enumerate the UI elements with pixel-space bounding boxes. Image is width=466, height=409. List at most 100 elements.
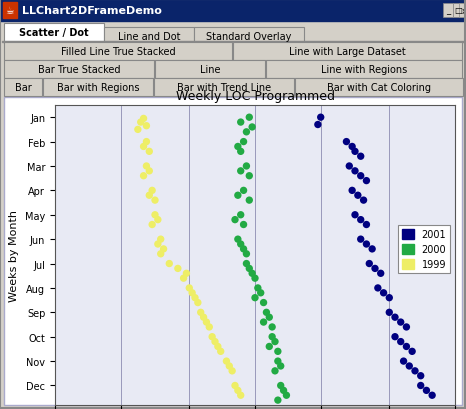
Point bbox=[400, 358, 407, 364]
Point bbox=[254, 285, 261, 292]
Point bbox=[137, 119, 144, 126]
Point bbox=[248, 124, 256, 131]
Point bbox=[317, 115, 324, 121]
Point bbox=[314, 122, 322, 128]
Point bbox=[371, 265, 379, 272]
Point bbox=[203, 319, 210, 326]
Point bbox=[151, 212, 159, 218]
Point bbox=[266, 343, 273, 350]
Point bbox=[349, 144, 356, 151]
Point bbox=[417, 382, 425, 389]
Point bbox=[206, 324, 213, 330]
Point bbox=[145, 168, 153, 175]
Point bbox=[154, 241, 162, 248]
Point bbox=[246, 115, 253, 121]
Bar bbox=[4, 61, 154, 79]
Point bbox=[417, 373, 425, 379]
Point bbox=[165, 261, 173, 267]
Point bbox=[251, 275, 259, 282]
Text: Line and Dot: Line and Dot bbox=[118, 32, 180, 42]
Text: Bar with Regions: Bar with Regions bbox=[57, 83, 139, 93]
Point bbox=[349, 188, 356, 194]
Bar bbox=[4, 79, 42, 97]
Point bbox=[343, 139, 350, 146]
Point bbox=[260, 319, 267, 326]
Title: Weekly LOC Programmed: Weekly LOC Programmed bbox=[176, 90, 335, 103]
Point bbox=[140, 116, 147, 122]
Point bbox=[217, 348, 225, 355]
Point bbox=[185, 285, 193, 292]
Point bbox=[191, 294, 199, 301]
Point bbox=[346, 163, 353, 170]
Bar bbox=[3, 3, 17, 19]
Text: Bar with Trend Line: Bar with Trend Line bbox=[177, 83, 271, 93]
Point bbox=[246, 173, 253, 180]
Point bbox=[274, 348, 281, 355]
Text: _: _ bbox=[446, 7, 450, 16]
Point bbox=[237, 149, 245, 155]
Point bbox=[277, 363, 284, 369]
Point bbox=[351, 212, 359, 218]
Point bbox=[268, 334, 276, 340]
Point bbox=[237, 212, 245, 218]
Bar bbox=[266, 61, 462, 79]
Point bbox=[237, 168, 245, 175]
Bar bbox=[155, 61, 265, 79]
Point bbox=[157, 251, 164, 257]
Point bbox=[271, 339, 279, 345]
Text: Line with Large Dataset: Line with Large Dataset bbox=[289, 47, 406, 57]
Point bbox=[211, 339, 219, 345]
Bar bbox=[453, 4, 463, 18]
Point bbox=[357, 236, 364, 243]
Point bbox=[251, 294, 259, 301]
Point bbox=[357, 217, 364, 223]
Point bbox=[197, 309, 205, 316]
Point bbox=[194, 299, 202, 306]
Point bbox=[243, 261, 250, 267]
Point bbox=[145, 193, 153, 199]
Point bbox=[403, 343, 410, 350]
Point bbox=[403, 324, 410, 330]
Legend: 2001, 2000, 1999: 2001, 2000, 1999 bbox=[398, 225, 450, 274]
Point bbox=[360, 198, 367, 204]
Point bbox=[237, 241, 245, 248]
Point bbox=[231, 217, 239, 223]
Bar bbox=[4, 98, 462, 405]
Text: Line with Regions: Line with Regions bbox=[321, 65, 407, 75]
Point bbox=[223, 358, 230, 364]
Point bbox=[240, 139, 247, 146]
Bar bbox=[233, 43, 462, 61]
Point bbox=[243, 129, 250, 136]
Point bbox=[357, 173, 364, 180]
Point bbox=[188, 290, 196, 297]
Point bbox=[274, 397, 281, 403]
Bar bbox=[459, 4, 466, 18]
Text: Standard Overlay: Standard Overlay bbox=[206, 32, 292, 42]
Point bbox=[405, 363, 413, 369]
Point bbox=[365, 261, 373, 267]
Point bbox=[180, 275, 187, 282]
Point bbox=[200, 314, 207, 321]
Bar bbox=[194, 28, 304, 46]
Point bbox=[411, 368, 419, 374]
Point bbox=[134, 127, 142, 133]
Point bbox=[408, 348, 416, 355]
Point bbox=[140, 144, 147, 151]
Text: Bar with Cat Coloring: Bar with Cat Coloring bbox=[327, 83, 431, 93]
Point bbox=[246, 198, 253, 204]
Point bbox=[145, 149, 153, 155]
Point bbox=[266, 314, 273, 321]
Point bbox=[243, 163, 250, 170]
Point bbox=[280, 387, 288, 394]
Point bbox=[274, 358, 281, 364]
Text: x: x bbox=[461, 7, 466, 16]
Point bbox=[143, 163, 150, 170]
Point bbox=[234, 387, 241, 394]
Bar bbox=[43, 79, 153, 97]
Point bbox=[351, 168, 359, 175]
Point bbox=[354, 193, 362, 199]
Bar bbox=[154, 79, 294, 97]
Point bbox=[263, 309, 270, 316]
Point bbox=[148, 222, 156, 228]
Point bbox=[234, 144, 241, 151]
